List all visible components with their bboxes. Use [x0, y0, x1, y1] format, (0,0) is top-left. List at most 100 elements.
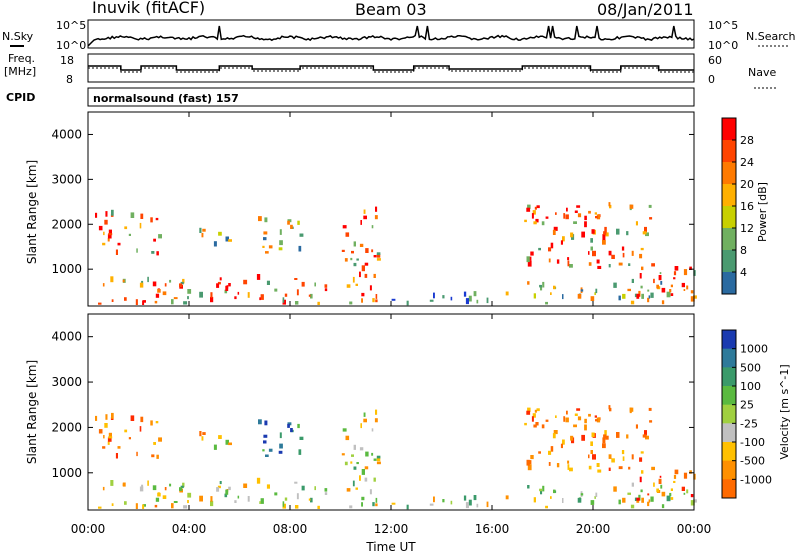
power-cell: [371, 225, 374, 229]
velocity-cell: [95, 415, 98, 421]
power-cell: [647, 289, 650, 292]
velocity-cell: [550, 496, 552, 499]
power-cell: [317, 301, 320, 305]
power-cell: [533, 293, 536, 299]
velocity-cell: [527, 464, 532, 471]
velocity-cell: [155, 421, 159, 424]
power-cell: [350, 257, 353, 261]
nsearch-label: N.Search: [746, 30, 796, 43]
colorbar-tick-label: -500: [740, 455, 765, 468]
velocity-cell: [683, 472, 688, 479]
velocity-cell: [616, 432, 620, 438]
velocity-cell: [349, 505, 353, 509]
power-cell: [567, 257, 570, 261]
power-cell: [156, 251, 159, 256]
noise-right-tick-top: 10^5: [708, 19, 738, 32]
velocity-cell: [266, 484, 270, 489]
velocity-cell: [117, 446, 121, 449]
power-cell: [569, 264, 573, 268]
power-cell: [640, 285, 643, 289]
velocity-cell: [154, 504, 158, 508]
colorbar-tick-label: -25: [740, 417, 758, 430]
velocity-cell: [406, 504, 409, 510]
power-cell: [629, 204, 634, 209]
power-cell: [609, 204, 612, 209]
velocity-cell: [562, 498, 564, 503]
velocity-cell: [534, 409, 537, 413]
colorbar-tick-label: 28: [740, 134, 754, 147]
power-cell: [353, 262, 357, 267]
velocity-cell: [263, 440, 267, 444]
power-cell: [199, 227, 202, 233]
colorbar-tick-label: 100: [740, 380, 761, 393]
power-cell: [626, 231, 629, 236]
power-cell: [553, 285, 556, 290]
power-cell: [361, 298, 363, 303]
power-cell: [433, 292, 435, 299]
velocity-cell: [375, 409, 378, 415]
date-title: 08/Jan/2011: [597, 0, 694, 19]
velocity-cell: [375, 497, 378, 503]
velocity-cell: [622, 456, 625, 461]
velocity-cell: [674, 469, 679, 475]
power-cell: [635, 221, 638, 226]
cpid-label: CPID: [6, 91, 35, 104]
power-cell: [524, 219, 527, 223]
colorbar-swatch: [722, 228, 736, 251]
power-cell: [591, 229, 595, 234]
velocity-cell: [287, 422, 292, 426]
velocity-cell: [650, 496, 654, 502]
power-ylabel: Slant Range [km]: [25, 160, 39, 264]
power-cell: [139, 282, 144, 288]
power-cell: [155, 217, 159, 221]
velocity-cell: [365, 451, 369, 457]
power-cell: [588, 262, 592, 266]
velocity-cell: [376, 457, 381, 462]
power-cell: [616, 228, 620, 235]
velocity-cell: [608, 454, 612, 459]
velocity-cell: [361, 496, 365, 501]
velocity-cell: [621, 450, 625, 455]
velocity-cell: [693, 499, 697, 503]
power-cell: [124, 297, 127, 301]
power-cell: [674, 266, 679, 271]
power-cell: [353, 241, 356, 247]
velocity-scatter: [95, 405, 697, 510]
velocity-cell: [588, 465, 592, 470]
velocity-cell: [179, 487, 183, 491]
velocity-cell: [151, 454, 155, 458]
power-cell: [324, 284, 328, 288]
power-cell: [594, 212, 597, 215]
power-cell: [219, 277, 222, 281]
colorbar-swatch: [722, 162, 736, 185]
velocity-cell: [287, 423, 290, 428]
velocity-cell: [626, 434, 629, 439]
freq-tick-top: 18: [60, 54, 74, 67]
colorbar-swatch: [722, 206, 736, 229]
power-cell: [602, 239, 606, 245]
power-cell: [573, 221, 577, 224]
beam-title: Beam 03: [355, 0, 427, 19]
velocity-cell: [346, 488, 351, 492]
power-cell: [666, 291, 671, 298]
power-cell: [111, 299, 114, 302]
power-cell: [140, 213, 144, 219]
velocity-cell: [234, 500, 237, 503]
power-cell: [627, 288, 631, 292]
power-cell: [158, 234, 162, 239]
velocity-cell: [147, 480, 149, 486]
velocity-cell: [560, 443, 563, 449]
velocity-cell: [301, 485, 305, 491]
noise-sky-line: [87, 25, 695, 47]
velocity-cell: [581, 434, 585, 441]
velocity-cell: [180, 485, 184, 489]
velocity-cell: [602, 437, 606, 444]
velocity-cell: [634, 497, 638, 501]
power-cell: [673, 271, 677, 276]
velocity-cell: [531, 416, 534, 422]
xtick-label: 08:00: [273, 522, 308, 536]
power-cell: [533, 221, 537, 225]
power-cell: [604, 226, 607, 233]
xtick-label: 12:00: [374, 522, 409, 536]
velocity-cell: [595, 419, 598, 422]
